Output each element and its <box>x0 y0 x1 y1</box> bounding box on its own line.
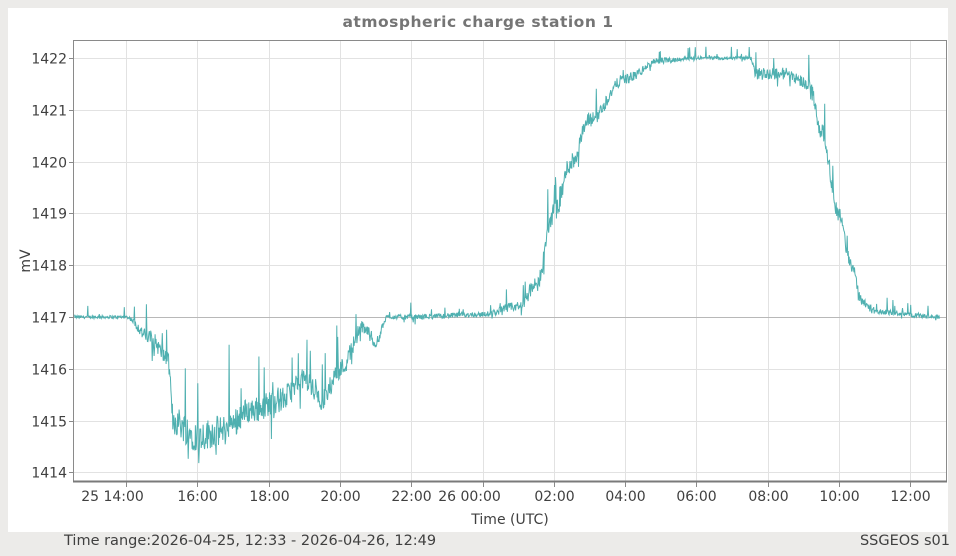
y-tick-label: 1420 <box>31 156 67 172</box>
y-tick-label: 1417 <box>31 311 67 327</box>
data-series-line <box>73 46 940 464</box>
y-tick-label: 1416 <box>31 363 67 379</box>
x-tick-label: 26 00:00 <box>438 489 501 505</box>
x-tick-label: 22:00 <box>391 489 431 505</box>
time-range-label: Time range:2026-04-25, 12:33 - 2026-04-2… <box>64 533 437 549</box>
x-tick-label: 06:00 <box>676 489 716 505</box>
x-tick-label: 20:00 <box>320 489 360 505</box>
y-axis-label: mV <box>18 249 34 273</box>
y-tick-label: 1414 <box>31 466 67 482</box>
y-tick-label: 1415 <box>31 415 67 431</box>
x-tick-label: 10:00 <box>819 489 859 505</box>
x-tick-label: 25 14:00 <box>81 489 144 505</box>
x-tick-label: 18:00 <box>249 489 289 505</box>
y-tick-label: 1418 <box>31 259 67 275</box>
x-tick-label: 12:00 <box>890 489 930 505</box>
x-tick-label: 16:00 <box>177 489 217 505</box>
y-tick-label: 1419 <box>31 207 67 223</box>
grid-lines <box>74 41 946 481</box>
station-label: SSGEOS s01 <box>859 533 950 549</box>
x-axis-ticks: 25 14:00 16:00 18:00 20:00 22:00 26 00:00 02:0… <box>81 482 931 505</box>
y-tick-label: 1421 <box>31 104 67 120</box>
x-axis-label: Time (UTC) <box>470 512 548 528</box>
x-tick-label: 08:00 <box>748 489 788 505</box>
x-tick-label: 02:00 <box>534 489 574 505</box>
y-axis-ticks: 1414 1415 1416 1417 1418 1419 1420 1421 1422 <box>31 52 74 482</box>
y-tick-label: 1422 <box>31 52 67 68</box>
chart-panel <box>8 8 948 532</box>
x-tick-label: 04:00 <box>605 489 645 505</box>
chart-title: atmospheric charge station 1 <box>342 13 614 31</box>
